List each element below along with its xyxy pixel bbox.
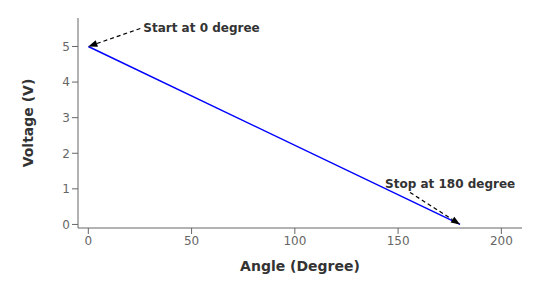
svg-text:Stop at 180 degree: Stop at 180 degree	[385, 177, 515, 191]
svg-text:Angle (Degree): Angle (Degree)	[240, 258, 360, 274]
svg-text:5: 5	[62, 40, 70, 54]
svg-text:0: 0	[85, 234, 93, 248]
svg-text:2: 2	[62, 147, 70, 161]
svg-text:150: 150	[387, 234, 410, 248]
svg-text:4: 4	[62, 75, 70, 89]
svg-text:100: 100	[283, 234, 306, 248]
svg-text:0: 0	[62, 218, 70, 232]
svg-text:3: 3	[62, 111, 70, 125]
svg-text:200: 200	[490, 234, 513, 248]
svg-text:Start at 0 degree: Start at 0 degree	[143, 21, 259, 35]
svg-text:50: 50	[184, 234, 199, 248]
svg-text:Voltage (V): Voltage (V)	[20, 79, 36, 168]
svg-text:1: 1	[62, 182, 70, 196]
